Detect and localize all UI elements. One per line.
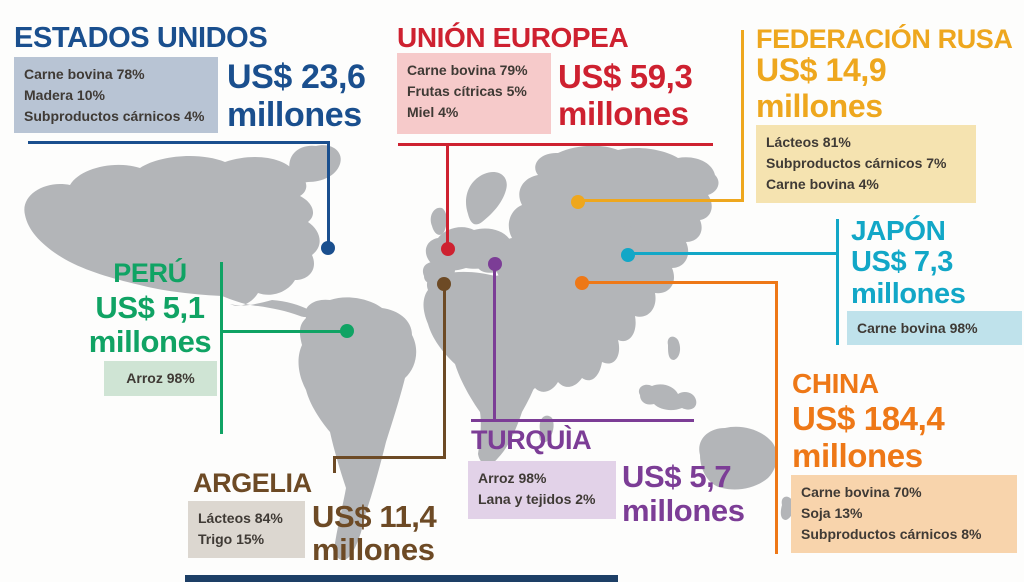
map-marker-estados-unidos [321,241,335,255]
product-line: Lácteos 81% [766,134,851,150]
product-line: Subproductos cárnicos 8% [801,526,982,542]
country-unit-federacion-rusa: millones [756,88,883,124]
country-unit-peru: millones [88,324,212,359]
product-line: Lana y tejidos 2% [478,491,596,507]
country-title-estados-unidos: ESTADOS UNIDOS [14,22,268,54]
country-title-china: CHINA [792,368,879,399]
country-value-peru: US$ 5,1 [95,290,205,325]
product-box-estados-unidos: Carne bovina 78% Madera 10% Subproductos… [14,57,218,133]
product-box-turquia: Arroz 98% Lana y tejidos 2% [468,461,616,519]
product-line: Trigo 15% [198,531,265,547]
map-madagascar [539,415,554,443]
country-title-argelia: ARGELIA [193,468,312,498]
country-unit-argelia: millones [312,532,435,567]
product-line: Carne bovina 70% [801,484,922,500]
connector-argelia [443,284,446,459]
map-south-america [298,297,417,561]
connector-japon [628,252,838,255]
map-marker-peru [340,324,354,338]
connector-turquia [471,419,694,422]
country-unit-estados-unidos: millones [227,96,362,134]
product-line: Subproductos cárnicos 7% [766,155,947,171]
map-asia [496,145,719,393]
country-value-argelia: US$ 11,4 [312,499,437,534]
country-title-turquia: TURQUÌA [471,425,592,455]
map-north-america [24,156,320,318]
connector-estados-unidos [327,141,330,249]
connector-argelia [333,456,446,459]
map-scandinavia [465,171,507,225]
map-marker-argelia [437,277,451,291]
country-value-estados-unidos: US$ 23,6 [227,58,366,96]
product-line: Carne bovina 79% [407,62,528,78]
country-value-turquia: US$ 5,7 [622,459,732,494]
map-britain [430,207,447,235]
connector-estados-unidos [28,141,330,144]
product-box-peru: Arroz 98% [104,361,217,396]
connector-argelia [333,456,336,473]
connector-japon [836,219,839,345]
map-marker-union-europea [441,242,455,256]
map-greenland [289,145,341,183]
product-line: Soja 13% [801,505,863,521]
connector-china [582,281,778,284]
product-line: Frutas cítricas 5% [407,83,527,99]
connector-federacion-rusa [578,199,744,202]
country-title-peru: PERÚ [113,258,187,288]
product-box-china: Carne bovina 70% Soja 13% Subproductos c… [791,475,1017,553]
country-title-japon: JAPÓN [851,215,946,246]
map-indonesia [638,384,697,411]
country-value-federacion-rusa: US$ 14,9 [756,52,887,88]
country-title-union-europea: UNIÓN EUROPEA [397,22,629,53]
connector-federacion-rusa [741,30,744,202]
connector-union-europea [446,143,449,249]
country-unit-china: millones [792,437,923,474]
country-title-federacion-rusa: FEDERACIÓN RUSA [756,24,1013,54]
product-line: Madera 10% [24,87,105,103]
connector-turquia [493,264,496,422]
product-line: Miel 4% [407,104,459,120]
country-value-china: US$ 184,4 [792,400,945,437]
country-unit-turquia: millones [622,493,745,528]
product-line: Arroz 98% [126,370,195,386]
product-line: Lácteos 84% [198,510,283,526]
map-marker-china [575,276,589,290]
map-philippines [667,336,681,360]
map-marker-turquia [488,257,502,271]
footer-bar [185,575,618,582]
product-box-japon: Carne bovina 98% [847,311,1022,345]
map-new-zealand [780,496,794,520]
country-value-union-europea: US$ 59,3 [558,58,693,95]
connector-peru [220,262,223,434]
product-line: Carne bovina 78% [24,66,145,82]
country-unit-japon: millones [851,278,966,310]
product-line: Carne bovina 4% [766,176,879,192]
product-box-union-europea: Carne bovina 79% Frutas cítricas 5% Miel… [397,53,551,134]
product-line: Arroz 98% [478,470,547,486]
product-box-federacion-rusa: Lácteos 81% Subproductos cárnicos 7% Car… [756,125,976,203]
connector-china [775,281,778,554]
connector-union-europea [398,143,713,146]
product-line: Subproductos cárnicos 4% [24,108,205,124]
product-box-argelia: Lácteos 84% Trigo 15% [188,501,305,558]
map-marker-federacion-rusa [571,195,585,209]
map-marker-japon [621,248,635,262]
connector-peru [220,330,350,333]
country-unit-union-europea: millones [558,95,689,132]
map-australia [699,426,777,490]
product-line: Carne bovina 98% [857,320,978,336]
country-value-japon: US$ 7,3 [851,246,953,278]
